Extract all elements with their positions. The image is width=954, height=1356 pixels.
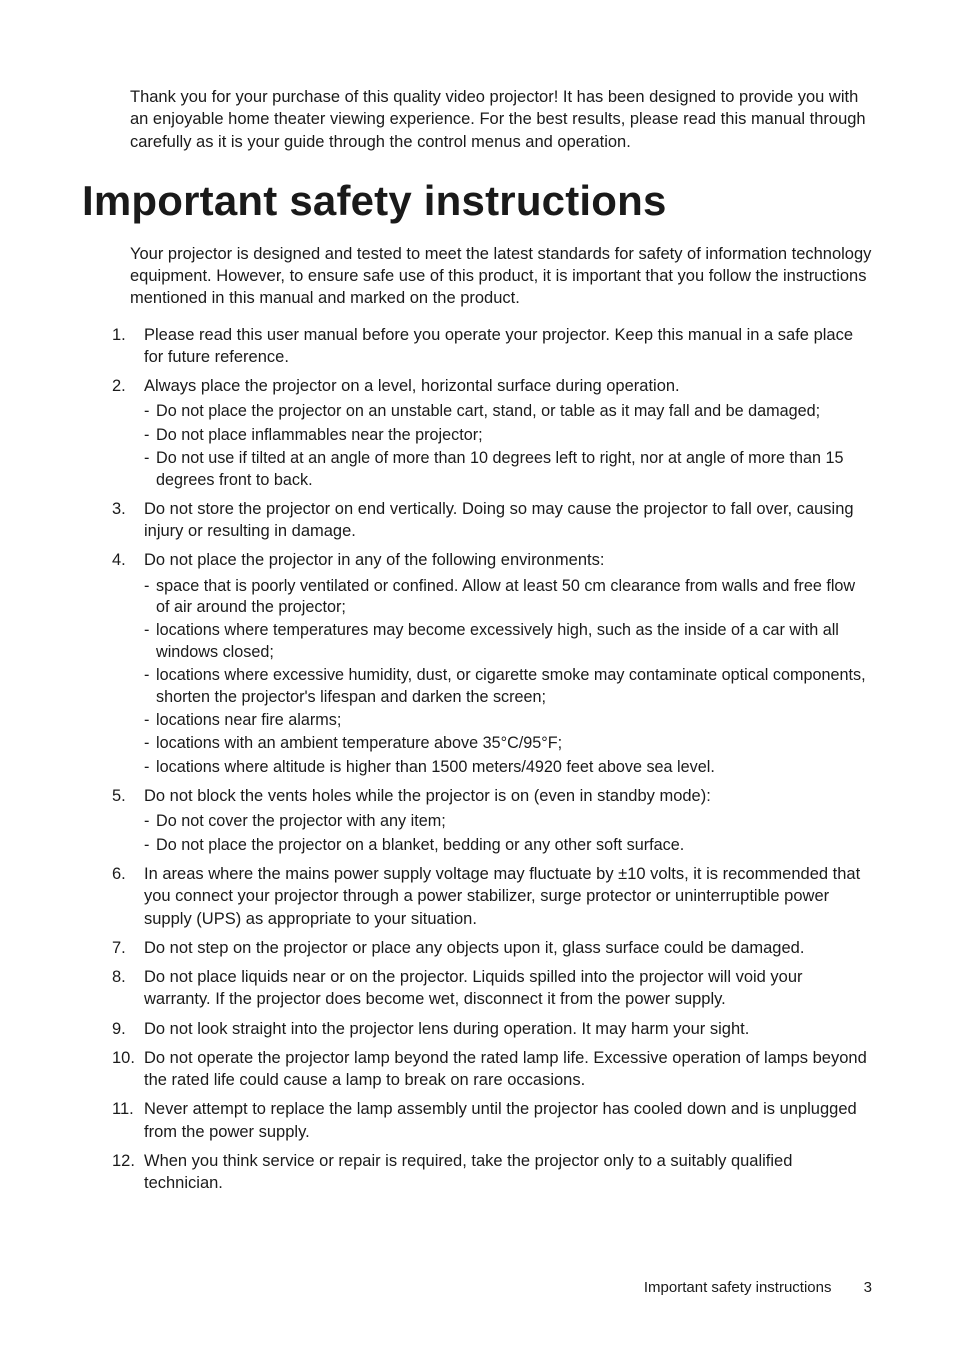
sub-item: locations where excessive humidity, dust…	[144, 665, 872, 708]
sub-item: Do not place the projector on a blanket,…	[144, 835, 872, 856]
intro-paragraph: Thank you for your purchase of this qual…	[130, 86, 872, 153]
item-number: 10.	[112, 1047, 135, 1069]
list-item: 2. Always place the projector on a level,…	[112, 375, 872, 491]
sub-item: Do not place inflammables near the proje…	[144, 425, 872, 446]
item-text: Do not step on the projector or place an…	[144, 939, 804, 957]
page-number: 3	[864, 1279, 872, 1296]
list-item: 11. Never attempt to replace the lamp ass…	[112, 1098, 872, 1143]
item-number: 5.	[112, 785, 126, 807]
item-text: Please read this user manual before you …	[144, 326, 853, 366]
footer-label: Important safety instructions	[644, 1279, 832, 1296]
item-text: Do not place liquids near or on the proj…	[144, 968, 803, 1008]
list-item: 8. Do not place liquids near or on the pr…	[112, 966, 872, 1011]
page-footer: Important safety instructions 3	[644, 1279, 872, 1296]
sub-item: locations with an ambient temperature ab…	[144, 733, 872, 754]
page: Thank you for your purchase of this qual…	[0, 0, 954, 1356]
sub-list: Do not place the projector on an unstabl…	[144, 401, 872, 491]
item-number: 11.	[112, 1098, 134, 1120]
item-text: Do not place the projector in any of the…	[144, 551, 604, 569]
item-text: When you think service or repair is requ…	[144, 1152, 792, 1192]
list-item: 9. Do not look straight into the projecto…	[112, 1018, 872, 1040]
item-number: 8.	[112, 966, 126, 988]
item-number: 7.	[112, 937, 126, 959]
sub-item: Do not place the projector on an unstabl…	[144, 401, 872, 422]
item-text: Never attempt to replace the lamp assemb…	[144, 1100, 857, 1140]
sub-item: Do not cover the projector with any item…	[144, 811, 872, 832]
sub-item: locations where temperatures may become …	[144, 620, 872, 663]
item-number: 12.	[112, 1150, 135, 1172]
sub-item: locations near fire alarms;	[144, 710, 872, 731]
list-item: 4. Do not place the projector in any of t…	[112, 549, 872, 778]
sub-item: space that is poorly ventilated or confi…	[144, 576, 872, 619]
item-text: In areas where the mains power supply vo…	[144, 865, 860, 928]
sub-item: locations where altitude is higher than …	[144, 757, 872, 778]
list-item: 1. Please read this user manual before yo…	[112, 324, 872, 369]
safety-list: 1. Please read this user manual before yo…	[112, 324, 872, 1195]
item-number: 6.	[112, 863, 126, 885]
list-item: 3. Do not store the projector on end vert…	[112, 498, 872, 543]
item-text: Do not operate the projector lamp beyond…	[144, 1049, 867, 1089]
list-item: 7. Do not step on the projector or place …	[112, 937, 872, 959]
item-text: Do not block the vents holes while the p…	[144, 787, 711, 805]
item-number: 1.	[112, 324, 126, 346]
sub-item: Do not use if tilted at an angle of more…	[144, 448, 872, 491]
lead-paragraph: Your projector is designed and tested to…	[130, 243, 872, 310]
item-number: 3.	[112, 498, 126, 520]
sub-list: space that is poorly ventilated or confi…	[144, 576, 872, 778]
list-item: 10. Do not operate the projector lamp bey…	[112, 1047, 872, 1092]
page-title: Important safety instructions	[82, 177, 872, 225]
item-text: Always place the projector on a level, h…	[144, 377, 680, 395]
list-item: 12. When you think service or repair is r…	[112, 1150, 872, 1195]
sub-list: Do not cover the projector with any item…	[144, 811, 872, 856]
item-number: 4.	[112, 549, 126, 571]
item-number: 9.	[112, 1018, 126, 1040]
item-number: 2.	[112, 375, 126, 397]
item-text: Do not look straight into the projector …	[144, 1020, 749, 1038]
list-item: 5. Do not block the vents holes while the…	[112, 785, 872, 856]
list-item: 6. In areas where the mains power supply …	[112, 863, 872, 930]
item-text: Do not store the projector on end vertic…	[144, 500, 854, 540]
